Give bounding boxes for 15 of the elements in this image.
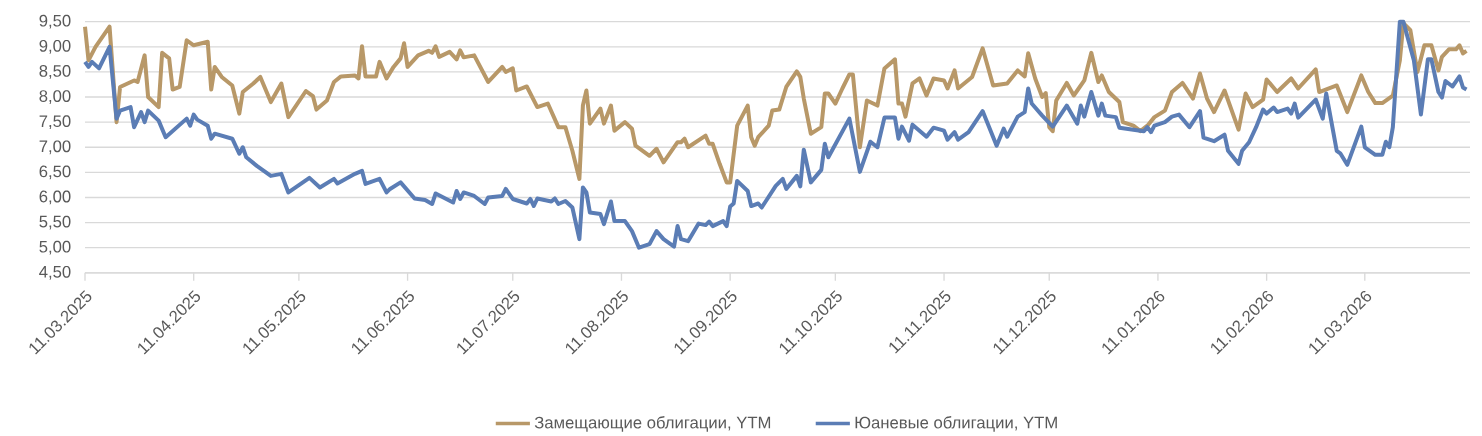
y-tick-label: 9,50 <box>39 14 71 29</box>
y-tick-label: 6,50 <box>39 165 71 180</box>
y-tick-label: 7,50 <box>39 115 71 130</box>
y-tick-label: 6,00 <box>39 190 71 205</box>
line-series <box>83 21 1469 185</box>
y-tick-label: 4,50 <box>39 265 71 280</box>
y-tick-label: 7,00 <box>39 140 71 155</box>
y-tick-label: 5,00 <box>39 240 71 255</box>
y-tick-label: 8,50 <box>39 65 71 79</box>
y-tick-label: 5,50 <box>39 215 71 230</box>
line-series <box>83 19 1469 250</box>
legend-label: Замещающие облигации, YTM <box>534 416 771 432</box>
y-tick-label: 9,00 <box>39 39 71 54</box>
legend-label: Юаневые облигации, YTM <box>855 416 1057 432</box>
y-tick-label: 8,00 <box>39 90 71 104</box>
